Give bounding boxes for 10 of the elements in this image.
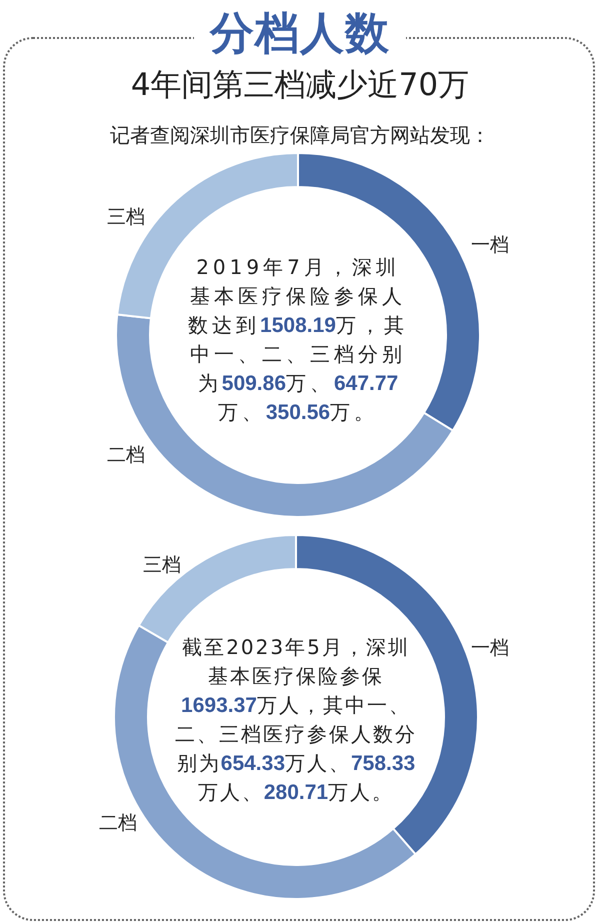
slice-label: 二档 [99,812,137,834]
text: 截至2023年5月，深圳基本医疗保险参保1693.37万人，其中一、二、三档医疗参保人数分别为654.33万人、758.33万人、280.71万人。 [175,635,417,804]
chart-title: 分档人数 [194,4,406,63]
slice-label: 一档 [471,234,509,256]
chart-subtitle: 4年间第三档减少近70万 [130,66,470,105]
slice-label: 三档 [107,206,145,228]
slice-label: 一档 [471,637,509,659]
slice-label: 二档 [107,444,145,466]
text: 记者查阅深圳市医疗保障局官方网站发现： [110,122,490,149]
slice-label: 三档 [143,554,181,576]
